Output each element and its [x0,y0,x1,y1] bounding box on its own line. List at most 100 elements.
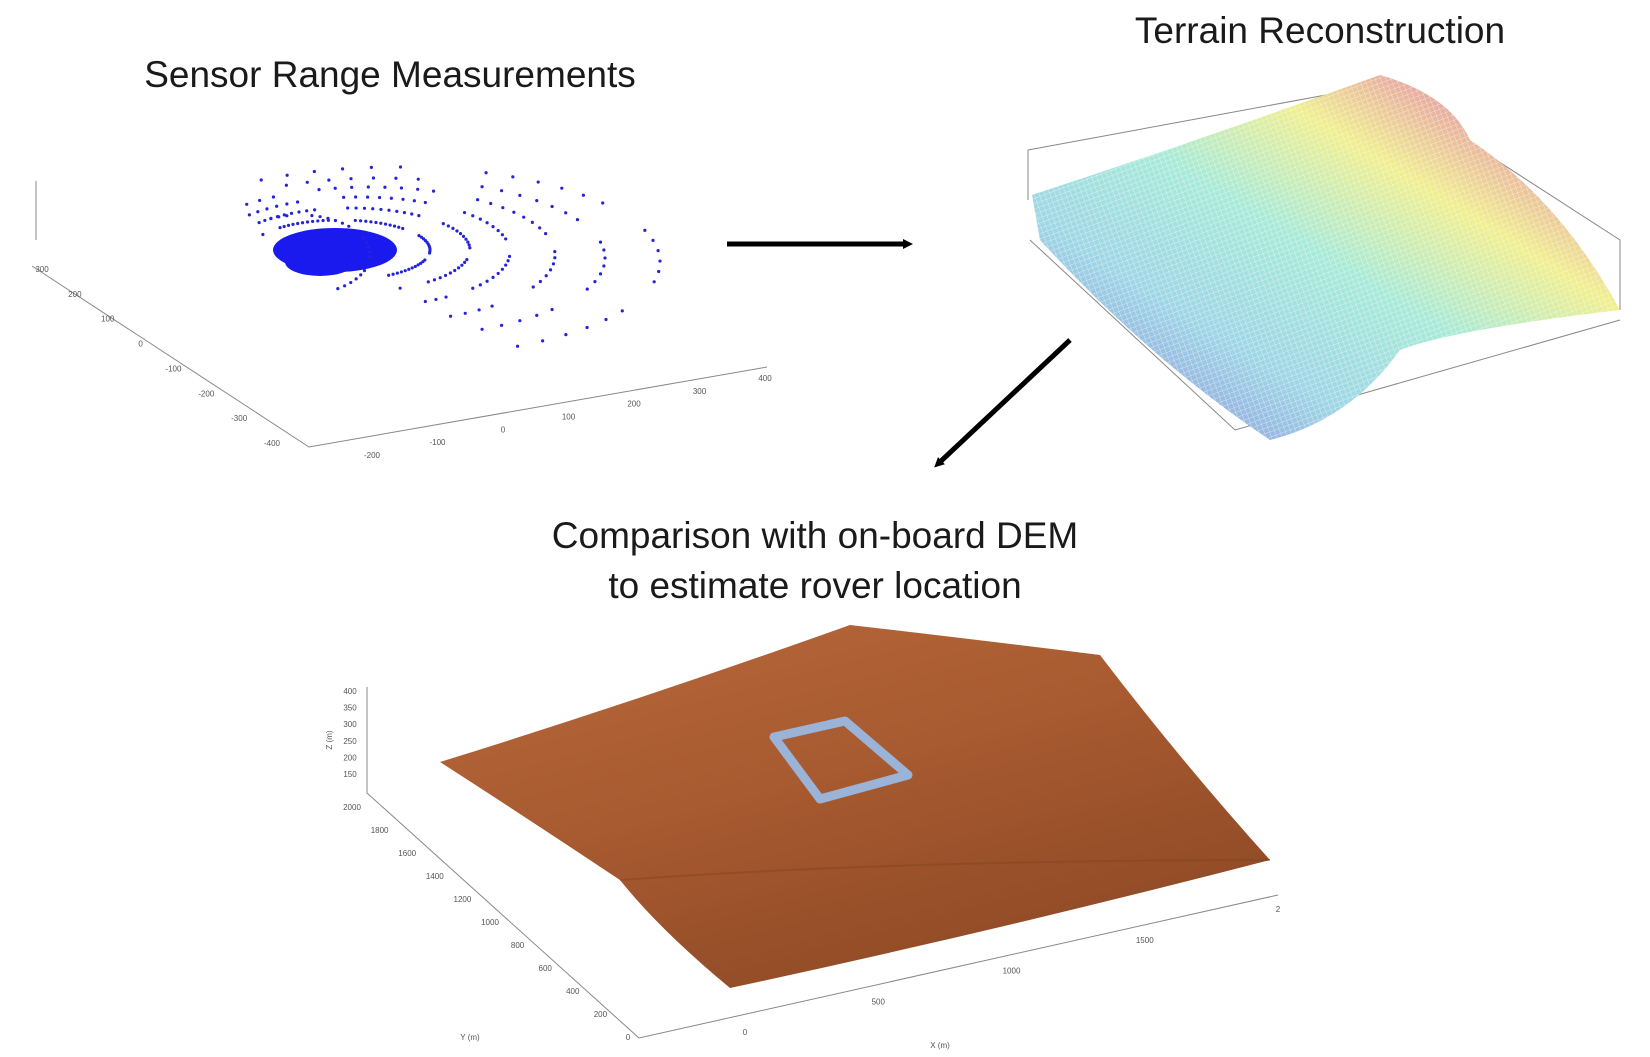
tick-label: 1500 [1136,936,1154,945]
range-point [431,189,436,193]
range-point [602,248,606,252]
range-point [245,202,249,206]
tick-label: 0 [138,340,143,349]
range-point [368,254,372,259]
range-point [550,307,554,312]
tick-label: 150 [343,770,357,779]
tick-label: 1400 [426,872,444,881]
range-point [480,185,484,189]
range-point [476,198,480,202]
range-point [321,218,325,223]
range-point [601,201,605,205]
range-point [317,188,321,192]
range-point [598,240,603,244]
range-point [282,224,286,229]
range-point [305,209,309,213]
range-point [585,325,589,330]
range-point [379,221,383,225]
range-point [392,224,397,228]
range-point [512,210,516,214]
range-point [326,216,330,220]
range-point [485,279,489,283]
tick-label: 1000 [481,918,499,927]
range-point [395,271,399,275]
range-point [263,218,267,223]
range-point [643,228,647,232]
range-point [282,213,286,217]
range-point [342,195,346,199]
tick-label: 400 [343,687,357,696]
range-point [463,311,467,315]
dem-surface [366,625,1279,1039]
range-point [421,260,425,264]
range-point [397,225,401,229]
tick-label: 200 [627,400,641,409]
range-point [265,207,269,211]
tick-label: 1600 [398,849,416,858]
range-point [461,234,466,238]
range-point [553,250,557,254]
range-point [500,267,504,271]
range-point [333,186,337,190]
range-point [362,268,367,273]
range-point [379,207,383,212]
tick-label: 0 [501,425,506,434]
range-point [471,286,475,290]
range-point [367,245,371,249]
range-point [553,256,557,260]
range-point [448,271,452,275]
range-point [477,308,481,312]
range-point [305,180,309,184]
range-point [346,206,350,210]
range-point [377,195,382,200]
range-point [453,268,457,273]
range-point [464,237,468,241]
range-point [364,240,369,245]
range-point [395,209,399,213]
range-point [402,210,407,215]
range-point [535,313,539,317]
range-point [515,344,520,348]
range-point [257,220,261,225]
range-point [491,275,495,279]
range-point [460,263,464,267]
range-point [538,226,542,230]
terrain-title: Terrain Reconstruction [1135,10,1505,51]
range-point [383,185,387,189]
range-point [297,210,301,214]
range-point [256,210,260,214]
range-point [388,223,392,227]
range-point [347,224,351,228]
range-point [504,237,508,241]
range-point [531,285,535,289]
range-point [333,218,338,223]
range-point [371,207,375,211]
range-point [261,232,265,237]
tick-label: 200 [343,753,357,762]
range-point [581,193,585,197]
tick-label: 300 [343,720,357,729]
tick-label: 800 [511,941,525,950]
range-point [427,251,432,255]
range-point [656,249,660,253]
range-point [271,195,276,199]
range-point [419,261,423,265]
range-point [259,178,263,182]
range-point [499,323,504,327]
range-point [340,167,345,171]
range-point [354,195,358,199]
range-point [449,314,453,318]
range-point [305,220,310,224]
range-point [295,200,300,204]
range-point [316,219,320,223]
range-point [296,221,300,226]
range-point [247,213,251,217]
tick-label: 0 [626,1033,631,1042]
range-point [485,221,489,225]
range-point [602,264,606,268]
tick-label: -100 [165,364,182,373]
range-point [535,199,539,203]
tick-label: 350 [343,704,357,713]
range-point [401,197,405,201]
range-point [651,238,655,242]
